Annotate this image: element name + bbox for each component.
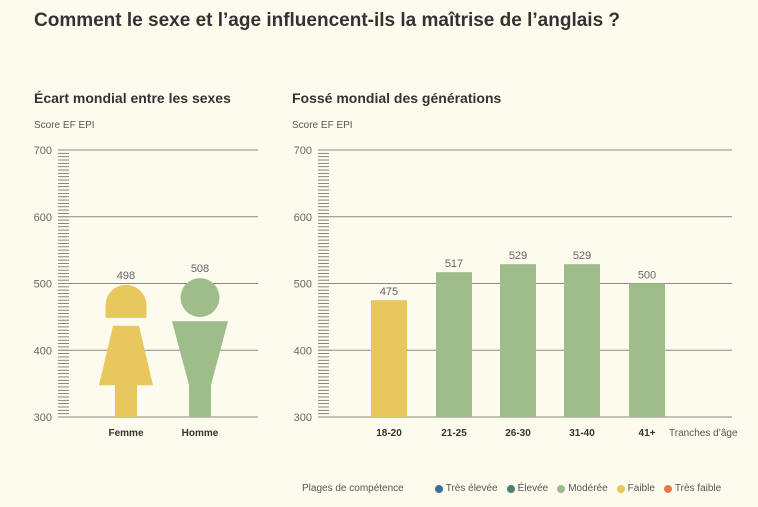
- legend-dot-icon: [616, 484, 625, 493]
- legend-item: Élevée: [506, 483, 549, 494]
- femme-body-bar: [99, 325, 153, 417]
- y-tick-label: 500: [34, 279, 52, 291]
- bar-21-25: [436, 272, 472, 417]
- y-tick-label: 300: [294, 412, 312, 424]
- legend-dot-icon: [663, 484, 672, 493]
- legend-dot-icon: [506, 484, 515, 493]
- category-label: 21-25: [441, 428, 467, 439]
- gender-y-axis-label: Score EF EPI: [34, 120, 95, 131]
- y-tick-label: 600: [34, 212, 52, 224]
- y-tick-label: 500: [294, 279, 312, 291]
- legend-item: Très élevée: [434, 483, 498, 494]
- legend-dot-icon: [434, 484, 443, 493]
- bar-41+: [629, 283, 665, 417]
- value-label: 517: [445, 258, 463, 270]
- y-tick-label: 400: [294, 345, 312, 357]
- legend-label: Très faible: [674, 483, 722, 494]
- legend-item: Très faible: [663, 483, 722, 494]
- category-label: Homme: [182, 428, 219, 439]
- y-tick-label: 300: [34, 412, 52, 424]
- category-label: Femme: [108, 428, 143, 439]
- page-title: Comment le sexe et l’age influencent-ils…: [34, 10, 621, 31]
- legend-title: Plages de compétence: [302, 483, 404, 494]
- value-label: 500: [638, 270, 656, 282]
- y-tick-label: 600: [294, 212, 312, 224]
- category-label: 18-20: [376, 428, 402, 439]
- age-y-axis-label: Score EF EPI: [292, 120, 353, 131]
- legend-label: Faible: [627, 483, 655, 494]
- value-label: 498: [117, 270, 135, 282]
- value-label: 508: [191, 263, 209, 275]
- age-chart-title: Fossé mondial des générations: [292, 90, 502, 106]
- y-tick-label: 700: [294, 145, 312, 157]
- legend-label: Très élevée: [445, 483, 498, 494]
- femme-head: [105, 284, 147, 318]
- value-label: 475: [380, 286, 398, 298]
- homme-body-bar: [172, 321, 228, 417]
- legend-dot-icon: [557, 484, 566, 493]
- bar-31-40: [564, 264, 600, 417]
- category-label: 31-40: [569, 428, 595, 439]
- category-label: 41+: [639, 428, 656, 439]
- value-label: 529: [509, 250, 527, 262]
- gender-chart-title: Écart mondial entre les sexes: [34, 90, 231, 106]
- bar-18-20: [371, 300, 407, 417]
- legend-label: Élevée: [517, 483, 549, 494]
- category-label: 26-30: [505, 428, 531, 439]
- y-tick-label: 400: [34, 345, 52, 357]
- value-label: 529: [573, 250, 591, 262]
- x-axis-label: Tranches d’âge: [669, 428, 738, 439]
- legend: Plages de compétence Très élevée Élevée Mo…: [302, 483, 721, 494]
- bar-26-30: [500, 264, 536, 417]
- legend-item: Modérée: [557, 483, 608, 494]
- y-tick-label: 700: [34, 145, 52, 157]
- homme-head: [180, 278, 220, 318]
- legend-label: Modérée: [568, 483, 608, 494]
- legend-item: Faible: [616, 483, 655, 494]
